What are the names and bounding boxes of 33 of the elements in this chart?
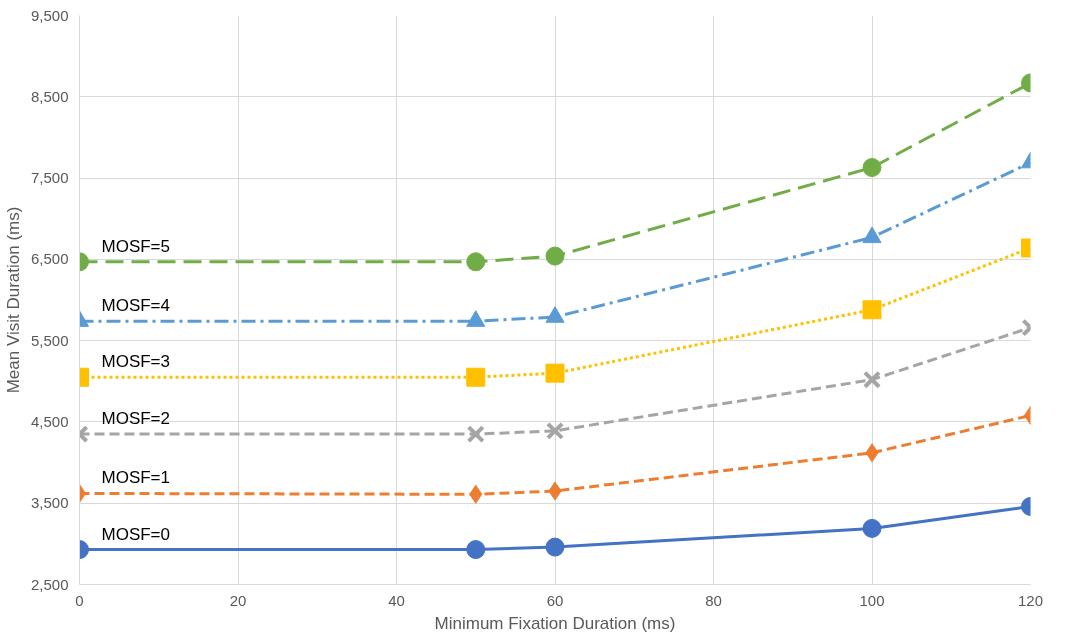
x-tick-label: 120 [1017, 591, 1044, 609]
point [466, 425, 485, 444]
y-tick-label: 5,500 [30, 331, 69, 349]
x-tick-label: 100 [859, 591, 885, 609]
y-tick-label: 7,500 [30, 169, 69, 187]
point [545, 421, 565, 440]
point [466, 540, 486, 560]
y-tick-label: 3,500 [30, 494, 69, 512]
point [548, 481, 562, 501]
point [466, 252, 486, 272]
x-tick-label: 40 [388, 591, 405, 609]
point [545, 537, 565, 557]
y-tick-label: 4,500 [30, 412, 69, 430]
point [469, 484, 483, 504]
series-label: MOSF=1 [101, 468, 170, 488]
point [545, 363, 565, 383]
series-label: MOSF=4 [101, 296, 170, 316]
point [466, 367, 486, 387]
x-axis-title: Minimum Fixation Duration (ms) [434, 613, 676, 633]
x-tick-label: 80 [705, 591, 722, 609]
point [545, 246, 565, 266]
x-tick-label: 0 [75, 591, 84, 609]
y-tick-label: 2,500 [30, 575, 69, 593]
y-axis-title: Mean Visit Duration (ms) [3, 206, 23, 394]
y-tick-label: 8,500 [30, 87, 69, 105]
series-label: MOSF=5 [101, 236, 170, 256]
series-label: MOSF=0 [101, 524, 170, 544]
x-tick-label: 20 [229, 591, 247, 609]
y-tick-label: 9,500 [30, 6, 69, 24]
series-label: MOSF=3 [101, 352, 170, 372]
series-label: MOSF=2 [101, 409, 170, 429]
x-tick-label: 60 [546, 591, 564, 609]
y-tick-label: 6,500 [30, 250, 69, 268]
